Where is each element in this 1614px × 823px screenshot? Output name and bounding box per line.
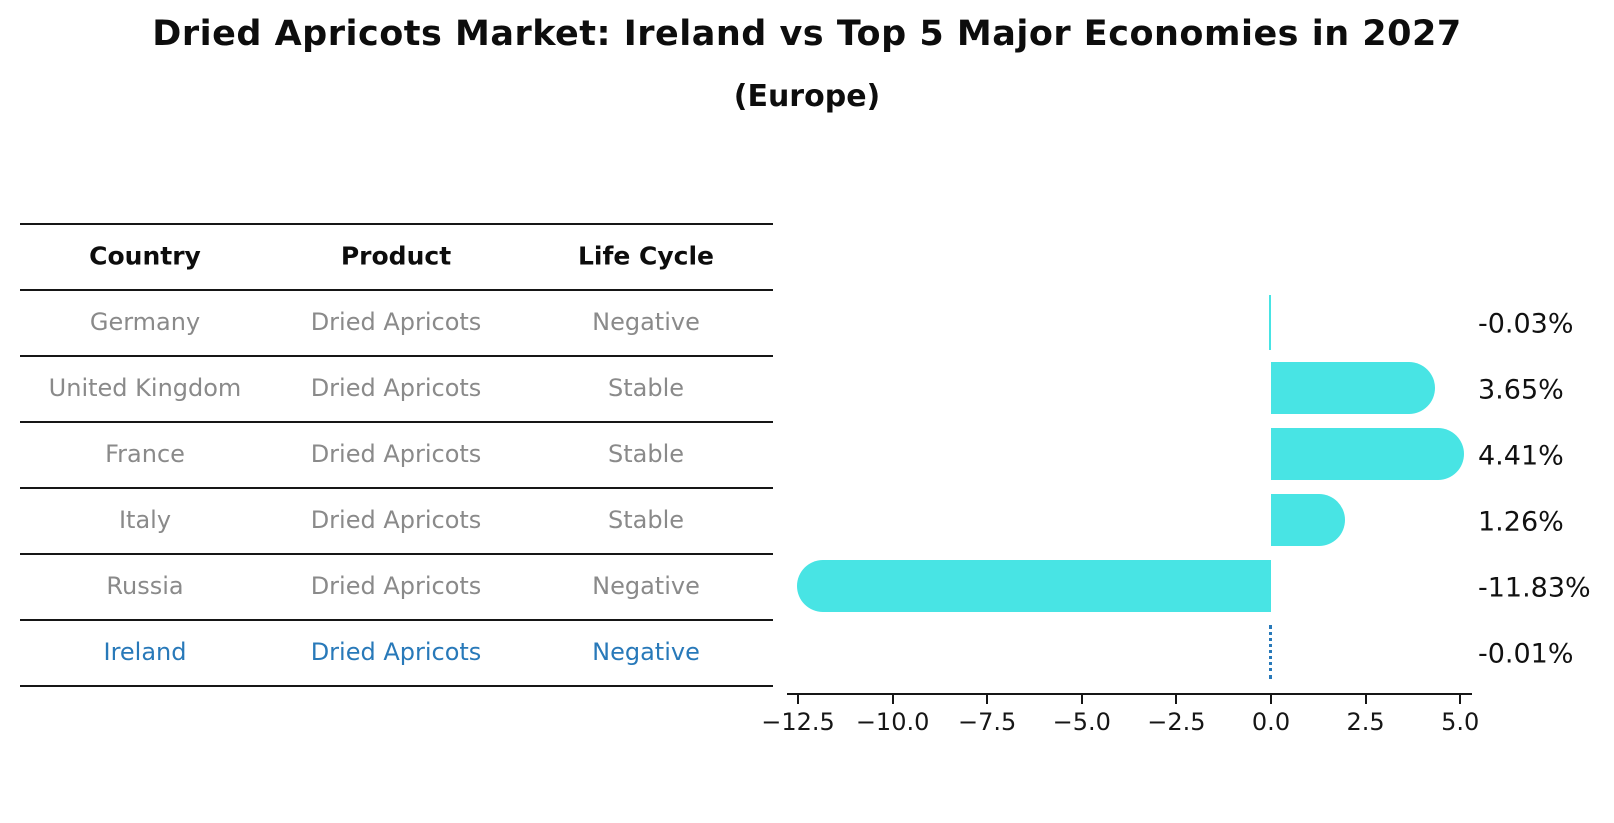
table-cell-life-cycle: Negative: [592, 308, 700, 336]
x-axis-tick: [797, 695, 799, 704]
x-axis-tick: [1364, 695, 1367, 704]
table-cell-product: Dried Apricots: [310, 506, 482, 534]
table-divider: [20, 421, 773, 423]
table-cell-product: Dried Apricots: [310, 440, 482, 468]
column-header-product: Product: [340, 241, 452, 271]
table-cell-product: Dried Apricots: [310, 572, 482, 600]
table-divider: [20, 289, 773, 291]
bar-russia: [797, 560, 1271, 612]
value-label-italy: 1.26%: [1478, 506, 1564, 538]
table-cell-product: Dried Apricots: [310, 638, 482, 666]
table-cell-life-cycle: Negative: [592, 638, 700, 666]
x-axis-tick-label: −2.5: [1147, 708, 1206, 736]
table-cell-country: Germany: [89, 308, 201, 336]
bar-ireland-dotted-line: [1269, 625, 1272, 679]
x-axis-tick: [1459, 695, 1462, 704]
table-divider: [20, 553, 773, 555]
table-cell-product: Dried Apricots: [310, 308, 482, 336]
table-cell-life-cycle: Stable: [607, 506, 685, 534]
x-axis-tick: [1270, 695, 1272, 704]
table-divider: [20, 487, 773, 489]
bar-united-kingdom: [1271, 362, 1436, 414]
column-header-life-cycle: Life Cycle: [577, 241, 715, 271]
bar-germany: [1268, 294, 1271, 350]
x-axis-tick-label: −7.5: [958, 708, 1017, 736]
x-axis-tick-label: 2.5: [1346, 708, 1385, 736]
value-label-russia: -11.83%: [1478, 572, 1591, 604]
table-divider: [20, 619, 773, 621]
x-axis-tick-label: 0.0: [1251, 708, 1291, 736]
table-cell-country: France: [105, 440, 185, 468]
value-label-germany: -0.03%: [1478, 308, 1574, 340]
table-cell-life-cycle: Negative: [592, 572, 700, 600]
x-axis-tick: [1080, 695, 1083, 704]
table-cell-life-cycle: Stable: [607, 374, 685, 402]
x-axis-tick: [891, 695, 894, 704]
value-label-ireland: -0.01%: [1478, 638, 1574, 670]
x-axis-tick: [1175, 695, 1178, 704]
table-cell-product: Dried Apricots: [310, 374, 482, 402]
table-divider: [20, 355, 773, 357]
x-axis-tick-label: −5.0: [1052, 708, 1111, 736]
chart-subtitle: (Europe): [733, 79, 881, 114]
x-axis-tick-label: 5.0: [1441, 708, 1480, 736]
table-divider: [20, 685, 773, 687]
table-cell-country: Ireland: [103, 638, 187, 666]
table-cell-life-cycle: Stable: [607, 440, 685, 468]
table-cell-country: United Kingdom: [48, 374, 242, 402]
chart-title: Dried Apricots Market: Ireland vs Top 5 …: [152, 14, 1462, 54]
table-cell-country: Italy: [118, 506, 172, 534]
table-divider: [20, 223, 773, 225]
column-header-country: Country: [89, 241, 201, 271]
table-cell-country: Russia: [106, 572, 184, 600]
bar-france: [1271, 428, 1464, 480]
value-label-united-kingdom: 3.65%: [1478, 374, 1564, 406]
value-label-france: 4.41%: [1478, 440, 1564, 472]
bar-italy: [1271, 494, 1345, 546]
x-axis-tick: [986, 695, 989, 704]
x-axis-tick-label: −12.5: [761, 708, 835, 736]
x-axis-tick-label: −10.0: [855, 708, 930, 736]
x-axis-line: [787, 693, 1472, 695]
